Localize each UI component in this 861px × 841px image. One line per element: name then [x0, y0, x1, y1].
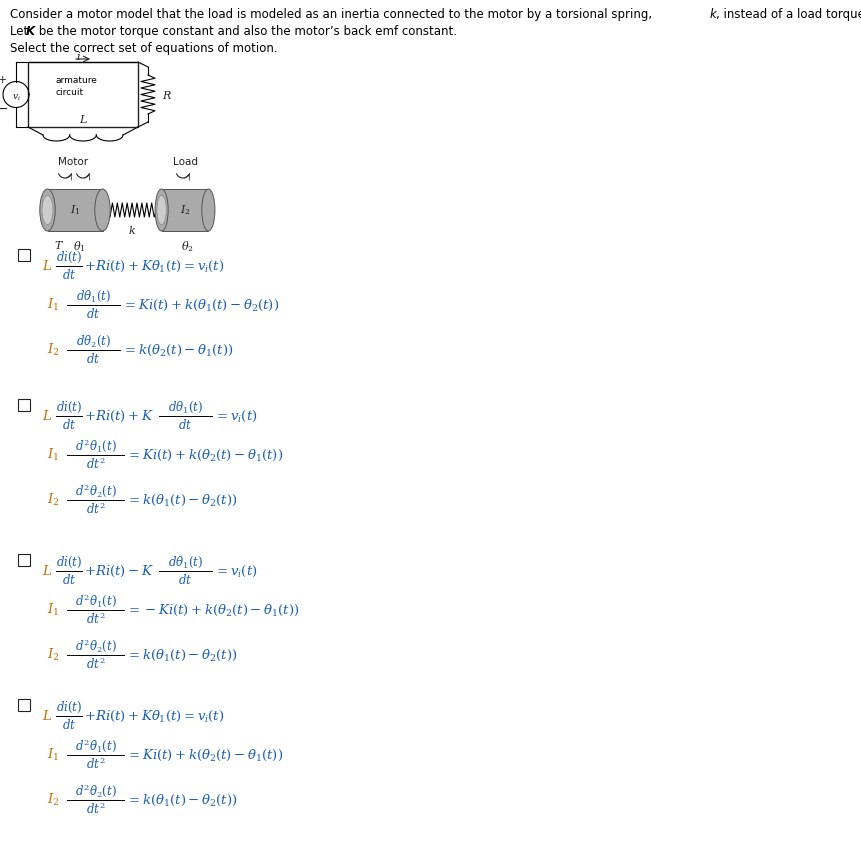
- Text: $d^2\theta_2(t)$: $d^2\theta_2(t)$: [75, 483, 116, 500]
- Text: −: −: [0, 103, 9, 116]
- Text: , instead of a load torque as shown in the figure. How should the equations of m: , instead of a load torque as shown in t…: [716, 8, 861, 21]
- Ellipse shape: [157, 195, 166, 225]
- Text: $dt$: $dt$: [178, 573, 193, 587]
- Text: $d^2\theta_2(t)$: $d^2\theta_2(t)$: [75, 637, 116, 654]
- Text: $dt$: $dt$: [62, 418, 76, 432]
- Text: +: +: [0, 75, 8, 84]
- Text: $I_2$: $I_2$: [47, 792, 59, 808]
- Text: Load: Load: [172, 157, 197, 167]
- Bar: [18, 399, 30, 411]
- Text: $= v_i(t)$: $= v_i(t)$: [214, 563, 257, 579]
- Text: $\theta_2$: $\theta_2$: [181, 239, 194, 254]
- Text: $d\theta_1(t)$: $d\theta_1(t)$: [76, 288, 111, 304]
- Text: Select the correct set of equations of motion.: Select the correct set of equations of m…: [10, 42, 277, 55]
- Text: $L$: $L$: [42, 709, 53, 723]
- Bar: [47, 189, 102, 231]
- Text: $I_1$: $I_1$: [47, 447, 59, 463]
- Text: $d\theta_2(t)$: $d\theta_2(t)$: [76, 333, 111, 349]
- Text: $+ Ri(t) + K$: $+ Ri(t) + K$: [84, 409, 154, 424]
- Text: $I_2$: $I_2$: [47, 342, 59, 358]
- Text: $I_2$: $I_2$: [47, 492, 59, 508]
- Text: $= k(\theta_1(t) - \theta_2(t))$: $= k(\theta_1(t) - \theta_2(t))$: [126, 492, 238, 508]
- Bar: [162, 189, 208, 231]
- Text: $d\theta_1(t)$: $d\theta_1(t)$: [168, 554, 203, 569]
- Text: Motor: Motor: [58, 157, 88, 167]
- Text: $= k(\theta_2(t) - \theta_1(t))$: $= k(\theta_2(t) - \theta_1(t))$: [121, 342, 233, 357]
- Text: $d\theta_1(t)$: $d\theta_1(t)$: [168, 399, 203, 415]
- Text: $dt$: $dt$: [178, 418, 193, 432]
- Text: $I_1$: $I_1$: [47, 602, 59, 618]
- Text: $L$: $L$: [42, 409, 53, 423]
- Text: $dt$: $dt$: [62, 718, 76, 732]
- Text: $d^2\theta_2(t)$: $d^2\theta_2(t)$: [75, 782, 116, 800]
- Text: $= Ki(t) + k(\theta_2(t) - \theta_1(t))$: $= Ki(t) + k(\theta_2(t) - \theta_1(t))$: [126, 748, 283, 763]
- Text: $= Ki(t) + k(\theta_2(t) - \theta_1(t))$: $= Ki(t) + k(\theta_2(t) - \theta_1(t))$: [126, 447, 283, 463]
- Text: $di(t)$: $di(t)$: [56, 250, 82, 265]
- Text: $= -Ki(t) + k(\theta_2(t) - \theta_1(t))$: $= -Ki(t) + k(\theta_2(t) - \theta_1(t))…: [126, 602, 300, 617]
- Text: $dt$: $dt$: [62, 573, 76, 587]
- Text: $dt^2$: $dt^2$: [86, 501, 105, 517]
- Ellipse shape: [40, 189, 55, 231]
- Text: $dt$: $dt$: [86, 352, 101, 366]
- Text: $\theta_1$: $\theta_1$: [72, 239, 85, 254]
- Text: $i$: $i$: [76, 50, 81, 62]
- Text: $= k(\theta_1(t) - \theta_2(t))$: $= k(\theta_1(t) - \theta_2(t))$: [126, 792, 238, 807]
- Text: $k$: $k$: [128, 224, 136, 236]
- Text: $= v_i(t)$: $= v_i(t)$: [214, 409, 257, 424]
- Text: $I_2$: $I_2$: [47, 647, 59, 663]
- Text: K: K: [26, 25, 35, 38]
- Ellipse shape: [42, 195, 53, 225]
- Ellipse shape: [95, 189, 110, 231]
- Text: $dt^2$: $dt^2$: [86, 611, 105, 627]
- Text: $I_1$: $I_1$: [47, 747, 59, 763]
- Text: $R$: $R$: [162, 88, 172, 101]
- Text: circuit: circuit: [56, 88, 84, 97]
- Text: $+ Ri(t) + K\theta_1(t) = v_i(t)$: $+ Ri(t) + K\theta_1(t) = v_i(t)$: [84, 258, 225, 273]
- Text: $di(t)$: $di(t)$: [56, 554, 82, 569]
- Bar: [28, 62, 138, 127]
- Text: $I_2$: $I_2$: [180, 203, 190, 217]
- Text: $dt$: $dt$: [86, 307, 101, 321]
- Text: $I_1$: $I_1$: [47, 297, 59, 313]
- Text: $dt^2$: $dt^2$: [86, 801, 105, 817]
- Text: Let: Let: [10, 25, 32, 38]
- Text: Consider a motor model that the load is modeled as an inertia connected to the m: Consider a motor model that the load is …: [10, 8, 656, 21]
- Text: $dt^2$: $dt^2$: [86, 756, 105, 772]
- Text: $di(t)$: $di(t)$: [56, 700, 82, 715]
- Text: $T$: $T$: [54, 239, 64, 251]
- Text: armature: armature: [56, 76, 98, 85]
- Ellipse shape: [155, 189, 168, 231]
- Text: $= k(\theta_1(t) - \theta_2(t))$: $= k(\theta_1(t) - \theta_2(t))$: [126, 648, 238, 663]
- Text: $d^2\theta_1(t)$: $d^2\theta_1(t)$: [75, 738, 116, 754]
- Text: $+ Ri(t) + K\theta_1(t) = v_i(t)$: $+ Ri(t) + K\theta_1(t) = v_i(t)$: [84, 708, 225, 723]
- Bar: [18, 699, 30, 711]
- Text: $= Ki(t) + k(\theta_1(t) - \theta_2(t))$: $= Ki(t) + k(\theta_1(t) - \theta_2(t))$: [121, 298, 279, 313]
- Text: be the motor torque constant and also the motor’s back emf constant.: be the motor torque constant and also th…: [35, 25, 457, 38]
- Text: $L$: $L$: [42, 259, 53, 273]
- Text: $dt^2$: $dt^2$: [86, 456, 105, 472]
- Text: $di(t)$: $di(t)$: [56, 399, 82, 415]
- Text: $d^2\theta_1(t)$: $d^2\theta_1(t)$: [75, 592, 116, 610]
- Ellipse shape: [201, 189, 215, 231]
- Text: $+ Ri(t) - K$: $+ Ri(t) - K$: [84, 563, 154, 579]
- Text: $dt$: $dt$: [62, 268, 76, 282]
- Bar: [18, 554, 30, 566]
- Text: $L$: $L$: [42, 564, 53, 578]
- Text: k: k: [710, 8, 716, 21]
- Text: $v_i$: $v_i$: [11, 93, 21, 103]
- Text: $L$: $L$: [78, 113, 88, 125]
- Text: $dt^2$: $dt^2$: [86, 656, 105, 672]
- Text: $I_1$: $I_1$: [70, 203, 80, 217]
- Text: $d^2\theta_1(t)$: $d^2\theta_1(t)$: [75, 437, 116, 454]
- Bar: [18, 249, 30, 261]
